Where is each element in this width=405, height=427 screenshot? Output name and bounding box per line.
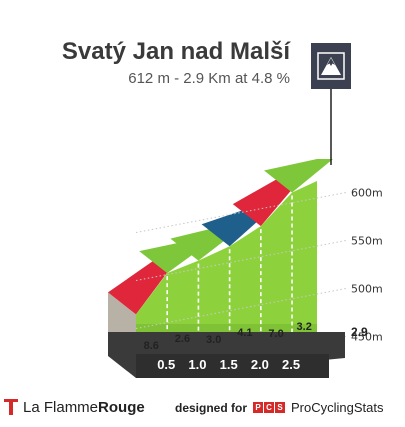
- brand-name-part2: Rouge: [98, 398, 145, 416]
- mountain-icon: [317, 52, 345, 80]
- gradient-label: 3.2: [297, 321, 312, 333]
- profile-top-segment: [264, 158, 333, 193]
- footer-brand: La Flamme Rouge: [4, 398, 145, 416]
- climb-title: Svatý Jan nad Malší: [61, 38, 290, 65]
- distance-end-label: 2.9: [351, 325, 368, 339]
- designed-for-label: designed for: [175, 400, 248, 415]
- profile-front-face: [136, 180, 317, 354]
- km-tick-label: 1.0: [188, 357, 206, 372]
- km-tick-label: 1.5: [220, 357, 238, 372]
- pcs-letter-s: S: [275, 402, 286, 413]
- flamme-rouge-logo-icon: [4, 399, 18, 415]
- elevation-tick-label: 500m: [351, 283, 383, 296]
- pcs-letter-c: C: [264, 402, 275, 413]
- km-tick-label: 2.0: [251, 357, 269, 372]
- brand-name-part1: La Flamme: [23, 398, 99, 416]
- gradient-label: 2.6: [175, 333, 190, 345]
- km-tick-label: 2.5: [282, 357, 300, 372]
- climb-subtitle: 612 m - 2.9 Km at 4.8 %: [128, 70, 290, 87]
- elevation-tick-label: 600m: [351, 187, 383, 200]
- pcs-name: ProCyclingStats: [291, 400, 384, 415]
- profile-base-bar: [136, 354, 329, 378]
- elevation-tick-label: 550m: [351, 235, 383, 248]
- gradient-label: 7.0: [268, 328, 283, 340]
- summit-badge: [311, 43, 351, 89]
- km-tick-label: 0.5: [157, 357, 175, 372]
- pcs-logo-icon: P C S: [253, 402, 286, 413]
- footer-credit: designed for P C S ProCyclingStats: [175, 400, 384, 415]
- gradient-label: 8.6: [144, 340, 159, 352]
- pcs-letter-p: P: [253, 402, 264, 413]
- elevation-tick-label: 450m: [351, 331, 383, 344]
- gradient-label: 3.0: [206, 334, 221, 346]
- gradient-label: 4.1: [237, 327, 252, 339]
